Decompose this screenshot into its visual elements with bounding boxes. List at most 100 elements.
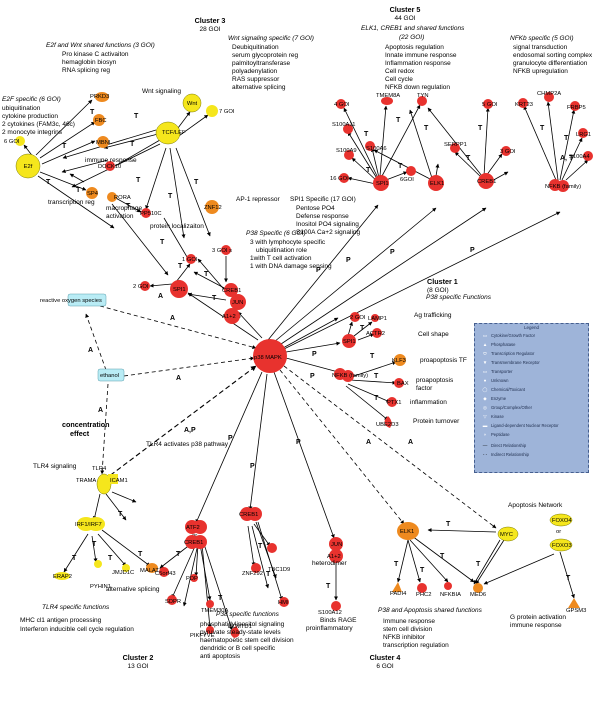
node-pcmtd1[interactable]: PCMTD1 [228, 624, 252, 638]
node-fbc[interactable]: FBC [93, 114, 107, 126]
node-icam1[interactable]: ICAM1 [108, 474, 128, 484]
node-pdp[interactable]: PDP [186, 574, 198, 582]
node-pyhin1[interactable]: PYHIN1 [90, 560, 111, 590]
edge-letter: T [62, 143, 67, 150]
node-erap2[interactable]: ERAP2 [53, 572, 72, 580]
node-4goi[interactable]: 4 GOI [334, 99, 350, 109]
or-label: or [556, 529, 561, 535]
node-tbc1d9[interactable]: TBC1D9 [267, 543, 290, 573]
node-7goi[interactable]: 7 GOI [206, 105, 235, 117]
node-5goi[interactable]: 5 GOI [482, 99, 498, 109]
node-med6[interactable]: MED6 [470, 583, 486, 598]
node-tcf[interactable]: TCF/LEF [155, 121, 186, 145]
node-foxo3[interactable]: FOXO3 [549, 538, 573, 552]
node-jmjd1c[interactable]: JMJD1C [112, 564, 134, 576]
node-tmem8a[interactable]: TMEM8A [376, 93, 400, 105]
node-nfkb-c1[interactable]: NFKB (family) [332, 368, 368, 382]
node-jun-c4[interactable]: JUN A1+2 [327, 537, 343, 563]
concentration-effect-label: effect [70, 429, 90, 438]
node-creb1-c2[interactable]: CREB1 [184, 535, 207, 549]
node-wnt[interactable]: Wnt [182, 93, 202, 113]
node-nfkbia[interactable]: NFKBIA [440, 582, 461, 598]
node-s100a9[interactable]: S100A9 [336, 148, 357, 160]
edge-letter: T [92, 541, 97, 548]
node-ube2d3[interactable]: UBE2D3 [376, 416, 399, 428]
svg-text:FRBP5: FRBP5 [567, 105, 586, 111]
node-3goi[interactable]: 3 GOI [500, 146, 516, 156]
node-s100a11[interactable]: S100A11 [332, 122, 355, 134]
node-tyn[interactable]: TYN [417, 93, 429, 106]
node-phc2[interactable]: PHC2 [416, 583, 431, 598]
node-actr2[interactable]: ACTR2 [366, 328, 385, 338]
node-gpsm3[interactable]: GPSM3 [566, 598, 586, 614]
node-sdpr[interactable]: SDPR [165, 595, 181, 605]
node-1goi[interactable]: 1 GOI [182, 254, 198, 264]
node-hmi[interactable]: HMI [278, 597, 289, 607]
nfkb-line: endosomal sorting complex [513, 52, 593, 59]
edge-letter: T [76, 187, 81, 194]
node-krt23[interactable]: KRT23 [515, 98, 533, 108]
edge-eth-tlr4 [100, 383, 109, 475]
node-prkd3[interactable]: PRKD3 [90, 92, 109, 102]
node-malat1[interactable]: MALAT1 [140, 563, 162, 574]
edge-p38-nfkbc5 [281, 211, 561, 351]
node-pikfyve[interactable]: PIKFYVE [190, 626, 215, 639]
node-spi1-main[interactable]: SPI1 [170, 280, 188, 298]
node-2goi[interactable]: 2 GOI [133, 281, 150, 291]
node-6goi-b[interactable]: 6GOI [400, 166, 416, 183]
node-creb1-c5[interactable]: CREB1 [477, 173, 496, 189]
node-znf12[interactable]: ZNF12 [204, 200, 222, 214]
node-s100a12[interactable]: S100A12 [318, 601, 342, 616]
node-frbp5[interactable]: FRBP5 [567, 101, 586, 111]
p38-apoptosis-title: P38 and Apoptosis shared functions [378, 607, 482, 614]
node-znf292[interactable]: ZNF292 [242, 563, 263, 577]
node-myc[interactable]: MYC [497, 526, 519, 542]
node-lrg1[interactable]: LRG1 [576, 128, 591, 138]
edge-letter: T [218, 595, 223, 602]
node-ptx1[interactable]: PTX1 [387, 397, 402, 407]
node-bax[interactable]: BAX [394, 378, 409, 388]
svg-text:TLR4: TLR4 [92, 466, 107, 472]
node-e2f[interactable]: E2f [15, 153, 41, 179]
edge-letter: A [176, 375, 181, 382]
node-6goi[interactable]: 6 GOI [4, 136, 25, 146]
node-padi4[interactable]: PADI4 [390, 582, 407, 597]
node-lamp1[interactable]: LAMP1 [368, 314, 387, 322]
edge-tlr4-p38 [103, 365, 257, 481]
node-tmem30a[interactable]: TMEM30A [201, 600, 229, 614]
node-ros[interactable]: reactive oxygen species [40, 293, 107, 307]
node-p38[interactable]: p38 MAPK [253, 339, 287, 373]
cluster3-title: Cluster 3 [194, 16, 226, 25]
node-2goi-c1[interactable]: 2 GOI [350, 312, 366, 322]
node-dock10[interactable]: DOCK10 [98, 161, 121, 171]
node-elk1-c4[interactable]: ELK1 [397, 522, 419, 540]
svg-text:FOXO4: FOXO4 [552, 518, 572, 524]
node-s100a4[interactable]: S100A4 [569, 151, 593, 161]
node-spi1-c1[interactable]: SPI1 [342, 334, 356, 348]
node-creb1-p38[interactable]: CREB1 [222, 283, 241, 297]
node-nfkb-c5[interactable]: NFKB (family) [545, 179, 581, 192]
node-chmp2a[interactable]: CHMP2A [537, 91, 561, 102]
node-sp4[interactable]: SP4 [86, 187, 99, 199]
edge-letter: T [136, 177, 141, 184]
node-pp510c[interactable]: PP510C [140, 208, 162, 218]
node-16goi[interactable]: 16 GOI [330, 173, 349, 183]
svg-text:DOCK10: DOCK10 [98, 164, 121, 170]
node-3gois[interactable]: 3 GOI s [212, 245, 232, 255]
node-serpp1[interactable]: SERPP1 [444, 142, 467, 153]
node-c5orf43[interactable]: C5orf43 [155, 567, 176, 577]
node-irf[interactable]: IRF1/IRF7 [75, 517, 105, 531]
node-spi1-c5[interactable]: SPI1 [373, 175, 389, 191]
node-trama[interactable]: TRAMA [76, 478, 96, 484]
node-foxo4[interactable]: FOXO4 [549, 513, 572, 527]
node-klf3[interactable]: KLF3 [392, 354, 406, 366]
node-atf2[interactable]: ATF2 [185, 520, 207, 534]
node-jun[interactable]: JUN A1+2 [222, 294, 246, 324]
node-s100a6[interactable]: S100A6 [365, 141, 387, 152]
node-mbnl[interactable]: MBNL [96, 136, 113, 148]
edge-letter: T [420, 567, 425, 574]
node-creb1-c2b[interactable]: CREB1 [239, 507, 262, 521]
node-ethanol[interactable]: ethanol [97, 368, 125, 382]
node-elk1-c5[interactable]: ELK1 [428, 175, 444, 191]
node-rora[interactable]: RORA [107, 192, 131, 202]
